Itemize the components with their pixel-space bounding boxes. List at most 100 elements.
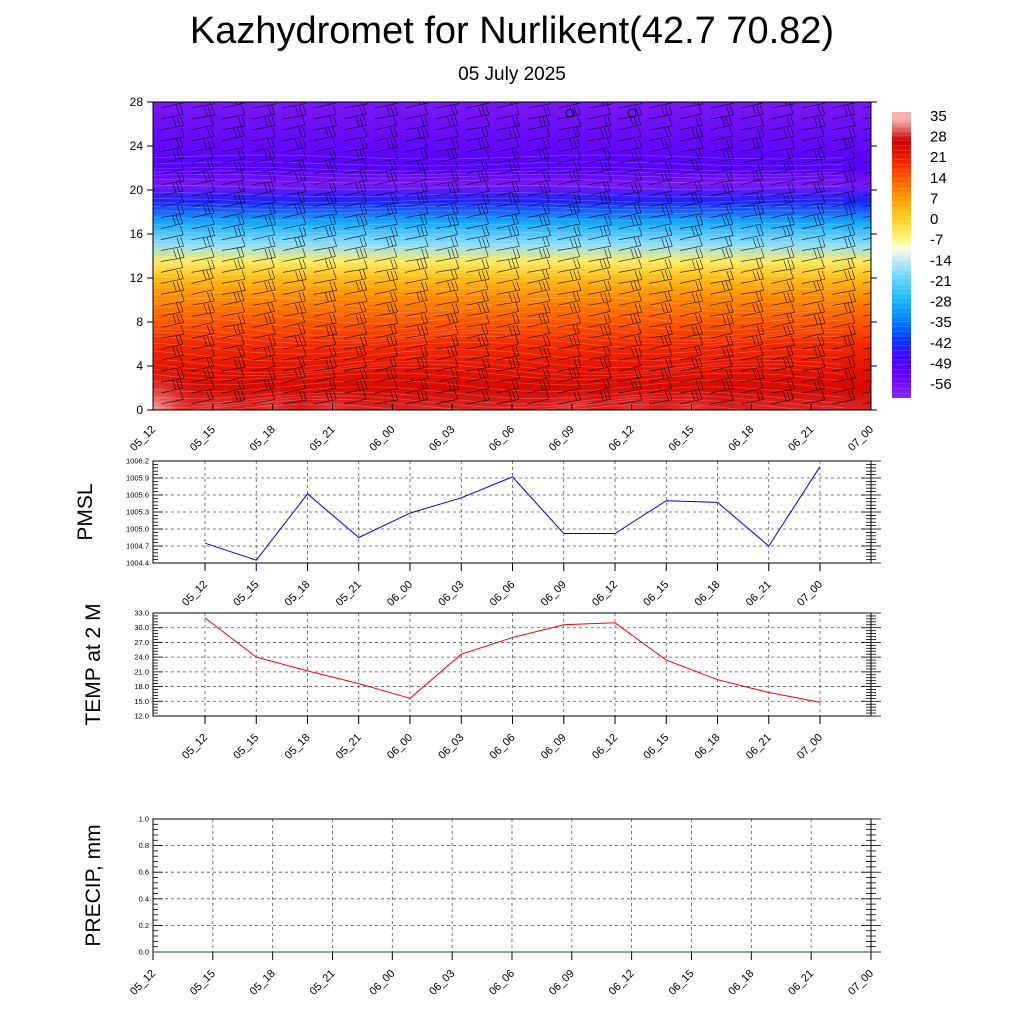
wind-barb	[466, 346, 490, 361]
colorbar-label: 35	[930, 108, 947, 125]
wind-barb	[801, 258, 825, 273]
wind-barb	[557, 203, 580, 218]
wind-barb	[496, 280, 520, 295]
wind-barb	[283, 215, 307, 229]
wind-barb	[344, 280, 368, 295]
wind-barb	[557, 346, 581, 361]
wind-barb	[679, 171, 704, 186]
wind-barb	[618, 313, 641, 328]
wind-barb	[801, 335, 825, 350]
wind-barb	[801, 214, 825, 229]
colorbar-label: 21	[930, 149, 947, 166]
wind-barb	[679, 204, 703, 218]
x-tick-label: 06_12	[607, 424, 637, 454]
wind-barb	[679, 336, 704, 350]
y-tick-label: 1.0	[139, 815, 149, 824]
wind-barb	[160, 237, 185, 251]
wind-barb	[557, 314, 582, 328]
wind-barb	[160, 116, 185, 131]
wind-barb	[344, 313, 367, 328]
wind-barb	[862, 160, 871, 164]
y-tick-label: 8	[136, 315, 143, 329]
wind-barb	[466, 358, 490, 372]
wind-barb	[252, 336, 277, 350]
wind-barb	[221, 258, 245, 273]
wind-barb	[160, 225, 184, 240]
wind-barb	[832, 258, 855, 273]
wind-barb	[862, 127, 871, 131]
wind-barb	[740, 390, 764, 405]
wind-barb	[313, 204, 338, 218]
wind-barb	[618, 335, 642, 350]
wind-barb	[740, 137, 764, 153]
colorbar-label: 14	[930, 170, 947, 187]
wind-barb	[374, 314, 399, 328]
x-tick-label: 06_00	[367, 968, 397, 998]
wind-barb	[191, 127, 215, 142]
page-subtitle: 05 July 2025	[458, 64, 566, 85]
wind-barb	[832, 225, 856, 240]
wind-barb	[221, 281, 246, 295]
wind-barb	[405, 204, 429, 218]
wind-barb	[557, 291, 581, 306]
y-tick-label: 1004.7	[126, 542, 149, 551]
hotspot	[287, 380, 378, 410]
wind-barb	[527, 303, 551, 317]
wind-barb	[496, 160, 520, 175]
wind-barb	[588, 336, 612, 350]
wind-barb	[710, 115, 733, 131]
y-axis-title: PMSL	[74, 483, 97, 540]
wind-barb	[618, 291, 642, 306]
wind-barb	[801, 302, 825, 317]
wind-barb	[221, 302, 245, 317]
wind-barb	[618, 259, 643, 273]
wind-barb	[252, 280, 276, 295]
wind-barb	[191, 324, 215, 339]
wind-barb	[588, 357, 612, 372]
wind-barb	[832, 214, 855, 229]
wind-barb	[160, 390, 184, 405]
wind-barb	[252, 324, 276, 339]
wind-barb	[496, 225, 520, 240]
y-tick-label: 16	[130, 227, 144, 241]
wind-barb	[405, 369, 429, 383]
wind-barb	[191, 357, 214, 372]
wind-barb	[374, 171, 398, 186]
wind-barb	[557, 149, 581, 164]
contour	[153, 304, 844, 318]
wind-barb	[435, 116, 459, 131]
wind-barb	[740, 302, 764, 317]
x-tick-label: 06_21	[744, 732, 774, 762]
wind-barb	[221, 203, 245, 218]
y-tick-label: 28	[130, 95, 144, 109]
wind-barb	[527, 127, 551, 142]
wind-barb	[344, 324, 368, 339]
wind-barb	[679, 116, 703, 131]
wind-barb	[710, 379, 734, 394]
wind-barb	[374, 280, 397, 295]
wind-barb	[832, 390, 856, 405]
wind-barb	[283, 291, 306, 306]
wind-barb	[374, 270, 399, 284]
wind-barb	[191, 159, 215, 175]
wind-barb	[466, 280, 489, 295]
wind-barb	[710, 302, 734, 317]
wind-barb	[374, 203, 398, 218]
wind-barb	[313, 269, 337, 284]
wind-barb	[801, 170, 825, 186]
wind-barb	[496, 105, 520, 120]
wind-barb	[588, 116, 612, 131]
wind-barb	[221, 126, 245, 142]
wind-barb	[862, 248, 871, 251]
contour	[153, 198, 844, 203]
wind-barb	[832, 313, 856, 328]
wind-barb	[710, 159, 733, 175]
contour	[153, 395, 844, 408]
wind-barb	[557, 258, 581, 273]
wind-barb	[588, 258, 611, 273]
wind-barb	[466, 193, 490, 208]
wind-barb	[527, 368, 551, 383]
wind-barb	[313, 105, 337, 120]
wind-barb	[862, 259, 871, 262]
wind-barb	[252, 148, 276, 164]
